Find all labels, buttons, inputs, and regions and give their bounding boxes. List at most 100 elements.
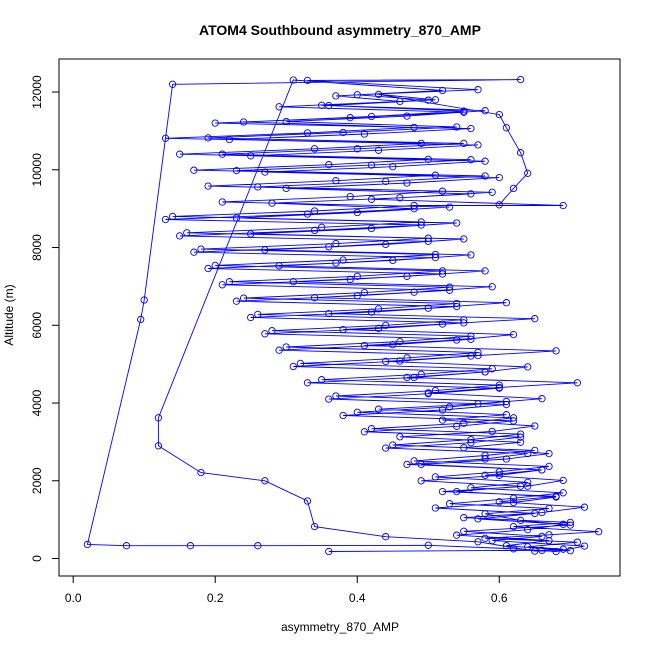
data-point <box>346 275 354 284</box>
data-point <box>580 542 589 550</box>
data-point <box>168 212 177 221</box>
data-point <box>431 250 440 259</box>
data-point <box>460 527 468 535</box>
data-point <box>524 449 532 458</box>
data-point <box>325 101 333 110</box>
data-point <box>410 201 418 210</box>
data-point <box>453 123 461 131</box>
data-point <box>559 476 567 485</box>
data-point <box>431 96 440 104</box>
data-point <box>531 446 539 455</box>
data-point <box>438 320 447 328</box>
data-point <box>516 482 525 490</box>
data-point <box>332 92 340 100</box>
data-point <box>502 411 511 419</box>
series-line <box>86 79 599 552</box>
data-point <box>183 229 191 237</box>
data-point <box>396 97 404 106</box>
data-point <box>289 76 297 84</box>
data-point <box>438 487 447 496</box>
x-axis-label: asymmetry_870_AMP <box>281 620 399 634</box>
data-point <box>289 362 297 371</box>
data-point <box>325 395 333 403</box>
data-point <box>453 422 461 430</box>
data-point <box>467 156 475 164</box>
data-point <box>481 451 489 460</box>
data-point <box>410 457 418 465</box>
data-point <box>254 183 262 191</box>
data-point <box>382 533 390 541</box>
data-point <box>445 403 454 411</box>
data-point <box>545 449 553 458</box>
data-point <box>474 515 482 523</box>
data-point <box>225 135 234 144</box>
y-tick-label: 8000 <box>30 234 44 261</box>
data-point <box>467 332 475 340</box>
data-point <box>353 272 361 280</box>
data-point <box>360 428 369 436</box>
data-point <box>424 237 432 245</box>
data-point <box>353 91 361 99</box>
data-point <box>190 166 198 174</box>
data-point <box>318 376 326 384</box>
data-point <box>524 543 532 551</box>
data-point <box>431 253 440 262</box>
data-point <box>580 503 589 511</box>
data-point <box>467 251 475 259</box>
data-point <box>467 190 475 198</box>
data-point <box>559 489 567 497</box>
data-point <box>83 540 92 549</box>
data-point <box>417 460 425 469</box>
data-point <box>445 283 454 291</box>
data-point <box>239 294 248 302</box>
data-point <box>339 411 347 420</box>
data-point <box>460 444 468 452</box>
data-point <box>559 545 567 553</box>
data-point <box>374 90 383 99</box>
data-point <box>296 359 305 368</box>
data-point <box>382 321 390 329</box>
data-point <box>268 327 276 335</box>
data-point <box>417 139 425 148</box>
data-point <box>417 370 425 378</box>
data-point <box>353 145 361 153</box>
data-point <box>310 522 319 531</box>
data-point <box>275 346 283 354</box>
data-point <box>310 145 319 153</box>
data-point <box>559 201 567 210</box>
data-point <box>396 337 404 346</box>
x-tick-label: 0.4 <box>349 591 366 605</box>
data-point <box>218 281 226 289</box>
data-point <box>474 141 482 149</box>
data-point <box>566 518 574 527</box>
data-point <box>303 379 312 387</box>
data-point <box>502 124 511 132</box>
data-point <box>509 330 518 339</box>
data-point <box>374 324 383 333</box>
data-point <box>509 414 518 422</box>
data-point <box>396 433 404 441</box>
data-point <box>502 299 511 307</box>
data-point <box>431 504 440 512</box>
data-point <box>481 534 489 542</box>
data-point <box>282 184 290 193</box>
data-point <box>367 308 376 316</box>
data-point <box>318 101 326 109</box>
data-point <box>303 210 312 218</box>
data-point <box>339 128 347 137</box>
data-point <box>424 234 432 242</box>
x-axis: 0.0 0.2 0.4 0.6 <box>65 575 508 605</box>
data-point <box>403 354 411 362</box>
data-point <box>474 351 482 360</box>
data-point <box>122 542 131 550</box>
data-point <box>453 487 461 496</box>
data-point <box>538 532 546 541</box>
data-point <box>417 221 425 229</box>
data-point <box>453 336 461 344</box>
data-point <box>303 76 312 85</box>
data-point <box>424 541 432 549</box>
data-point <box>339 325 347 334</box>
data-point <box>509 494 518 502</box>
data-point <box>360 130 369 138</box>
